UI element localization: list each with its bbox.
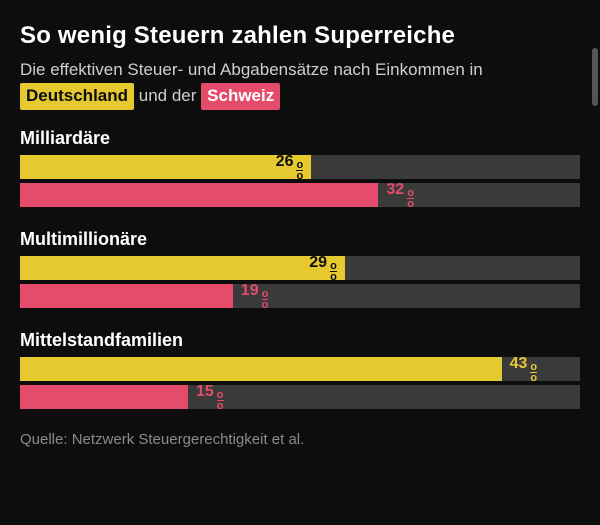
chart-subtitle: Die effektiven Steuer- und Abgabensätze … <box>20 58 580 110</box>
bar-group: Milliardäre 26oo 32oo <box>20 128 580 207</box>
group-label: Milliardäre <box>20 128 580 149</box>
subtitle-part-2: und der <box>139 86 201 105</box>
country-tag-de: Deutschland <box>20 83 134 111</box>
bar-track: 19oo <box>20 284 580 308</box>
bar-fill-ch <box>20 284 233 308</box>
bar-value-label: 43oo <box>510 355 538 383</box>
chart-title: So wenig Steuern zahlen Superreiche <box>20 22 580 50</box>
bar-fill-de <box>20 155 311 179</box>
group-label: Multimillionäre <box>20 229 580 250</box>
bar-group: Mittelstandfamilien 43oo 15oo <box>20 330 580 409</box>
bar-value-label: 15oo <box>196 383 224 411</box>
bar-group: Multimillionäre 29oo 19oo <box>20 229 580 308</box>
scrollbar-thumb[interactable] <box>592 48 598 106</box>
bar-fill-de <box>20 256 345 280</box>
bar-value-label: 19oo <box>241 282 269 310</box>
bar-track: 43oo <box>20 357 580 381</box>
bar-track: 29oo <box>20 256 580 280</box>
bar-fill-ch <box>20 385 188 409</box>
country-tag-ch: Schweiz <box>201 83 280 111</box>
bar-value-label: 29oo <box>309 254 337 282</box>
chart-source: Quelle: Netzwerk Steuergerechtigkeit et … <box>20 431 580 448</box>
bar-value-label: 32oo <box>386 181 414 209</box>
bar-track: 26oo <box>20 155 580 179</box>
bar-fill-de <box>20 357 502 381</box>
bar-groups: Milliardäre 26oo 32oo Multimillionäre 29oo 19… <box>20 128 580 409</box>
subtitle-part-1: Die effektiven Steuer- und Abgabensätze … <box>20 60 483 79</box>
group-label: Mittelstandfamilien <box>20 330 580 351</box>
bar-track: 15oo <box>20 385 580 409</box>
bar-value-label: 26oo <box>276 153 304 181</box>
bar-track: 32oo <box>20 183 580 207</box>
bar-fill-ch <box>20 183 378 207</box>
